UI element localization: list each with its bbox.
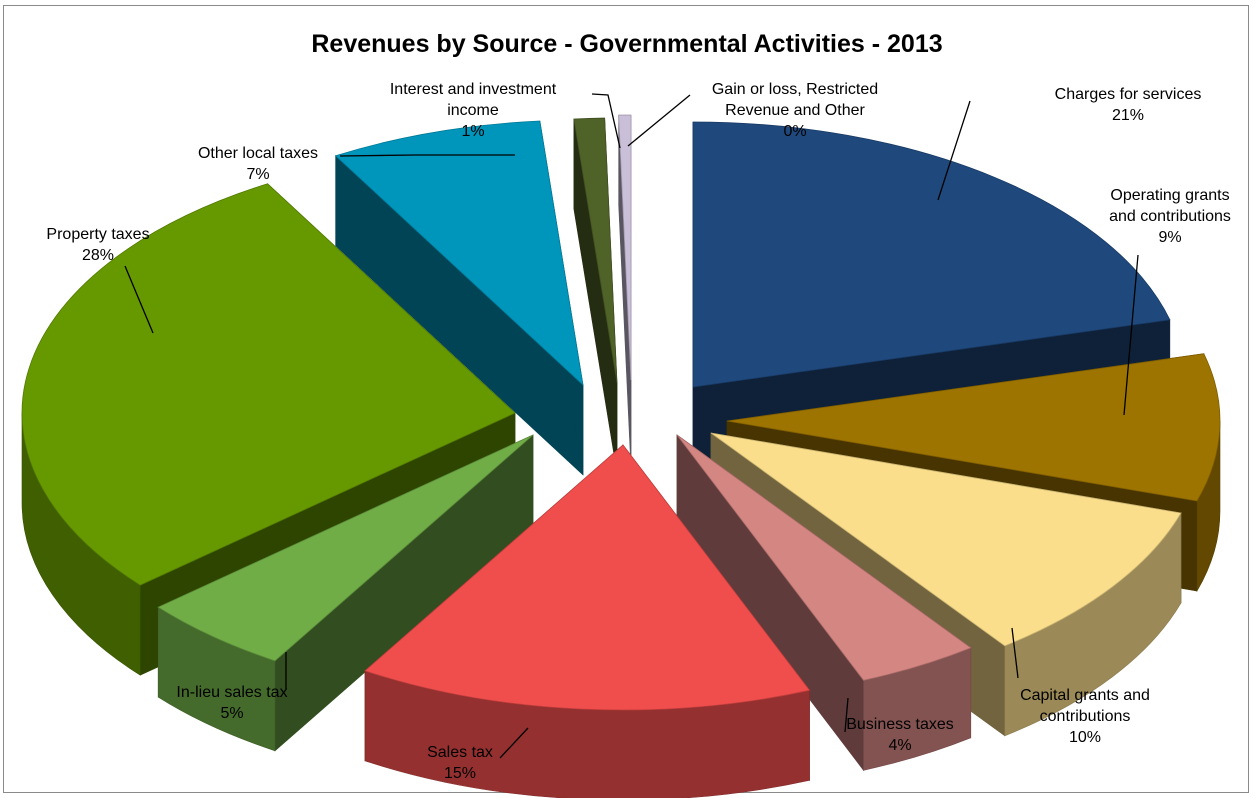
leader-line [499,727,529,759]
leader-line [937,100,971,201]
leader-line [591,93,621,149]
slice-name-line: Other local taxes [198,145,318,162]
pie-slice-top [692,121,1171,388]
slice-label-2: Capital grants and contributions 10% [1011,627,1150,746]
pie-slice-top [21,183,516,586]
slice-label-8: Interest and investment income 1% [390,81,621,149]
slice-label-4: Sales tax 15% [427,727,529,782]
slice-name-line: Revenue and Other [725,102,865,119]
slice-label-text: Interest and investment income 1% [390,81,557,140]
leader-line [627,94,691,147]
slice-percent: 15% [444,765,476,782]
slice-name-line: income [447,102,499,119]
slice-label-text: In-lieu sales tax 5% [176,684,287,722]
slice-percent: 4% [888,737,911,754]
pie-slice-top [573,117,618,384]
slice-name-line: Property taxes [46,226,149,243]
slice-name-line: Sales tax [427,744,493,761]
slice-label-7: Other local taxes 7% [198,145,515,183]
slice-label-text: Business taxes 4% [846,716,954,754]
slice-percent: 1% [461,123,484,140]
pie-slice-4 [364,444,811,798]
slice-label-text: Operating grants and contributions 9% [1109,187,1231,246]
labels-layer: Charges for services 21% Operating grants a… [46,81,1231,782]
leader-line [1123,254,1139,416]
slice-name-line: Business taxes [846,716,954,733]
slice-percent: 5% [220,705,243,722]
pie-slice-5 [157,434,534,752]
slice-label-text: Other local taxes 7% [198,145,318,183]
pie-slice-8 [573,117,618,474]
leader-line [844,697,849,733]
pie-slice-top [676,434,972,681]
slice-percent: 0% [783,123,806,140]
slice-label-text: Sales tax 15% [427,744,493,782]
slice-percent: 28% [82,247,114,264]
slice-label-6: Property taxes 28% [46,226,154,334]
slices-layer [21,114,1221,798]
slice-name-line: Gain or loss, Restricted [712,81,878,98]
slice-name-line: Operating grants [1110,187,1229,204]
slice-percent: 10% [1069,729,1101,746]
pie-slice-top [710,432,1182,647]
pie-slice-top [334,120,584,387]
leader-line [339,154,515,157]
slice-label-text: Capital grants and contributions 10% [1020,687,1150,746]
slice-label-3: Business taxes 4% [844,697,954,754]
slice-label-text: Gain or loss, Restricted Revenue and Othe… [712,81,878,140]
slice-name-line: Charges for services [1055,86,1202,103]
slice-label-9: Gain or loss, Restricted Revenue and Othe… [627,81,878,147]
slice-name-line: In-lieu sales tax [176,684,287,701]
slice-label-1: Operating grants and contributions 9% [1109,187,1231,416]
chart-title: Revenues by Source - Governmental Activi… [311,30,942,58]
slice-label-5: In-lieu sales tax 5% [176,652,288,722]
pie-slice-3 [676,434,972,772]
slice-name-line: contributions [1040,708,1131,725]
leader-line [124,265,154,334]
leader-line [1011,627,1019,679]
pie-slice-top [364,444,811,711]
slice-name-line: Capital grants and [1020,687,1150,704]
pie-slice-top [618,114,632,381]
slice-percent: 9% [1158,229,1181,246]
slice-name-line: and contributions [1109,208,1231,225]
pie-slice-9 [618,114,632,471]
slice-label-text: Property taxes 28% [46,226,149,264]
slice-percent: 21% [1112,107,1144,124]
slice-percent: 7% [246,166,269,183]
slice-label-0: Charges for services 21% [937,86,1202,201]
pie-slice-7 [334,120,584,476]
slice-name-line: Interest and investment [390,81,557,98]
pie-slice-top [726,353,1221,502]
slice-label-text: Charges for services 21% [1055,86,1202,124]
pie-slice-top [157,434,534,662]
